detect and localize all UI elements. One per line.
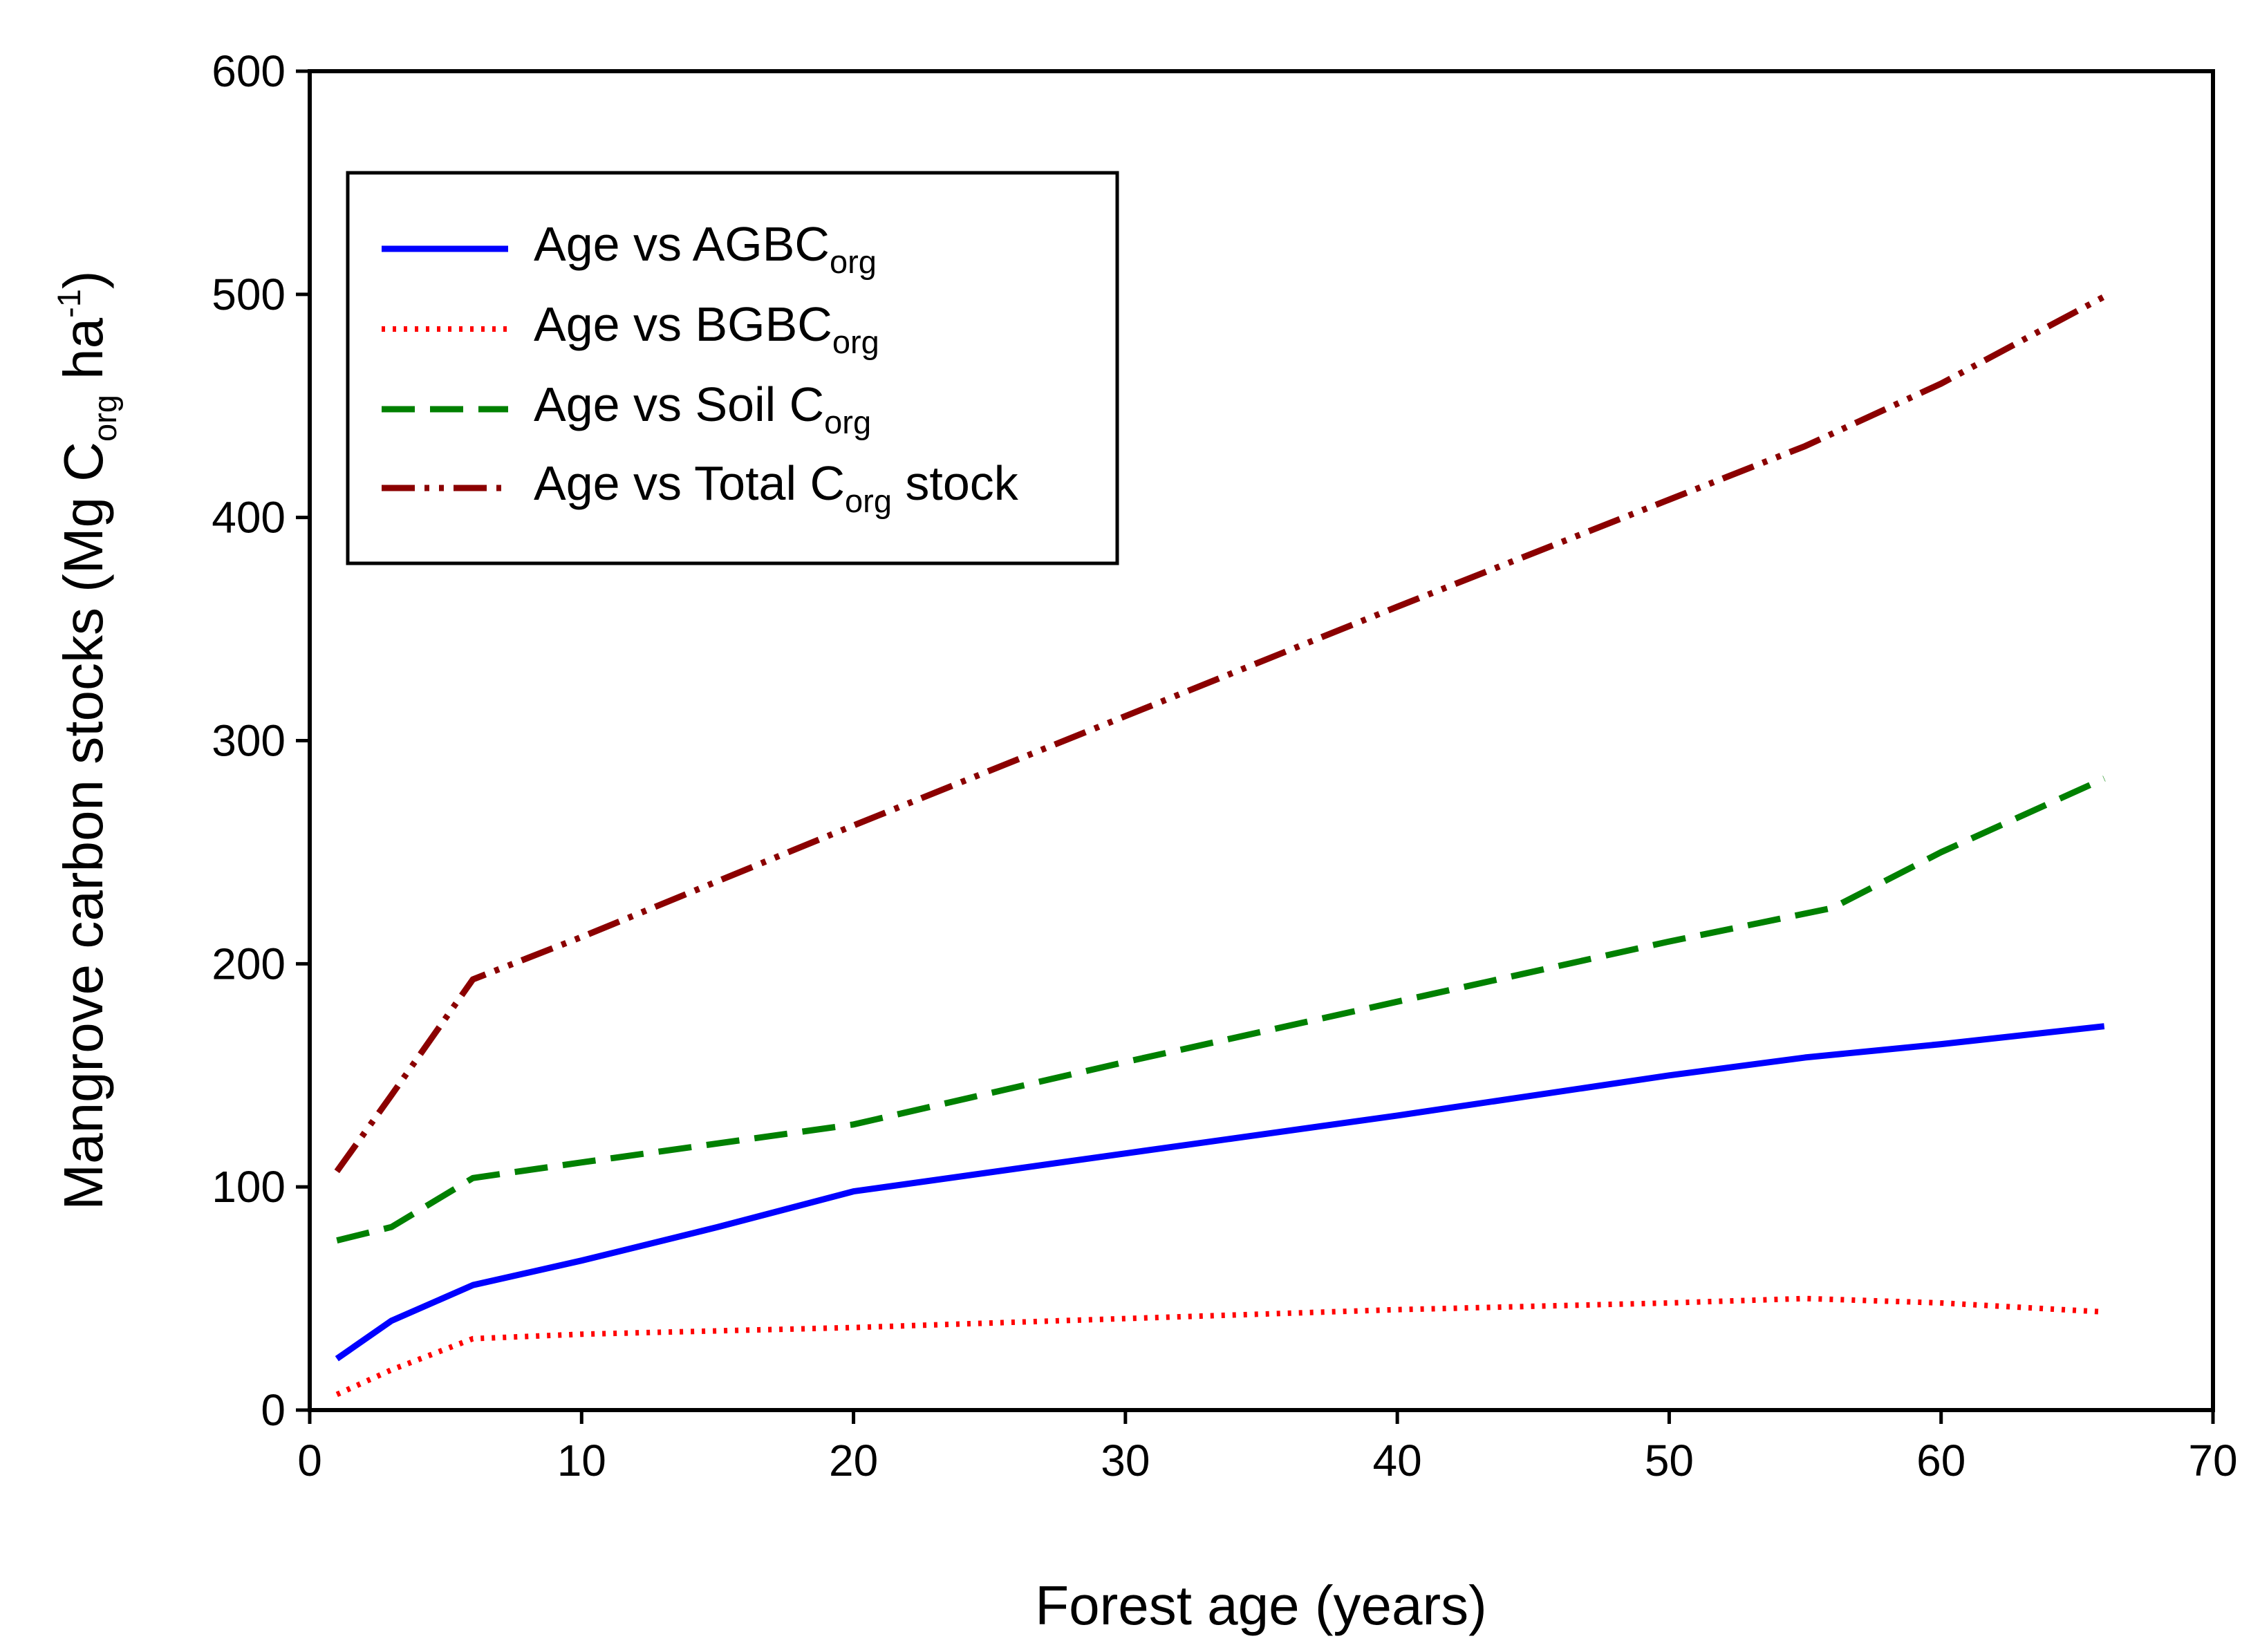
y-tick-label: 0	[261, 1385, 286, 1435]
x-tick-label: 30	[1101, 1436, 1150, 1485]
y-axis-title: Mangrove carbon stocks (Mg Corg ha-1)	[50, 270, 123, 1210]
legend-label-soil: Age vs Soil Corg	[534, 377, 871, 440]
legend-label-total: Age vs Total Corg stock	[534, 456, 1019, 519]
x-axis-title: Forest age (years)	[1035, 1575, 1487, 1636]
x-tick-label: 70	[2188, 1436, 2237, 1485]
x-axis-ticks: 0 10 20 30 40 50 60 70	[297, 1410, 2238, 1485]
series-line-0	[335, 1023, 2105, 1362]
x-tick-label: 50	[1645, 1436, 1694, 1485]
x-tick-label: 10	[557, 1436, 606, 1485]
y-tick-label: 200	[212, 939, 286, 988]
x-tick-label: 60	[1916, 1436, 1965, 1485]
series-line-2	[336, 776, 2106, 1243]
series-layer	[334, 294, 2106, 1398]
y-tick-label: 100	[212, 1162, 286, 1212]
legend-box	[346, 171, 1119, 565]
y-tick-label: 500	[212, 270, 286, 319]
x-tick-label: 0	[297, 1436, 322, 1485]
series-line-3	[334, 294, 2106, 1174]
x-tick-label: 20	[829, 1436, 878, 1485]
legend-label-agbc: Age vs AGBCorg	[534, 217, 877, 280]
y-axis-ticks: 0 100 200 300 400 500 600	[212, 46, 310, 1435]
legend: Age vs AGBCorg Age vs BGBCorg Age vs Soi…	[346, 171, 1119, 565]
legend-label-bgbc: Age vs BGBCorg	[534, 297, 879, 360]
y-tick-label: 400	[212, 493, 286, 543]
x-tick-label: 40	[1373, 1436, 1422, 1485]
y-tick-label: 600	[212, 46, 286, 96]
y-tick-label: 300	[212, 716, 286, 766]
